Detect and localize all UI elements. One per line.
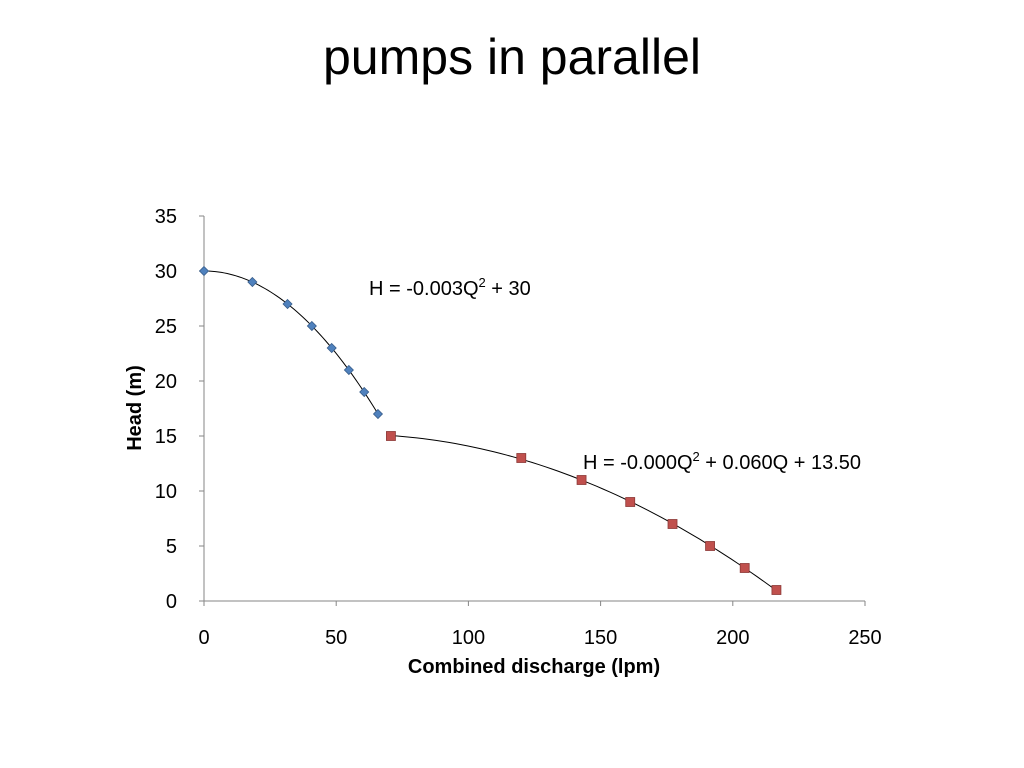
x-tick-label: 250: [848, 627, 881, 649]
equation-2-base: H = -0.000Q: [583, 452, 693, 474]
equation-annotation-1: H = -0.003Q2 + 30: [369, 275, 531, 300]
data-point-square: [576, 475, 587, 485]
x-tick-label: 150: [584, 627, 617, 649]
y-tick-label: 20: [155, 371, 177, 393]
data-point-square: [705, 541, 715, 551]
data-point-diamond: [306, 320, 317, 332]
labels: Combined discharge (lpm) Head (m) H = -0…: [124, 275, 861, 678]
y-tick-label: 30: [155, 261, 177, 283]
x-axis-title: Combined discharge (lpm): [408, 656, 660, 678]
data-point-square: [667, 519, 678, 529]
data-point-diamond: [359, 386, 370, 398]
x-tick-label: 50: [325, 627, 347, 649]
y-tick-label: 0: [166, 591, 177, 613]
data-point-square: [739, 563, 750, 573]
markers: [198, 265, 782, 595]
y-tick-label: 35: [155, 206, 177, 228]
slide-title: pumps in parallel: [323, 29, 701, 85]
equation-annotation-2: H = -0.000Q2 + 0.060Q + 13.50: [583, 449, 861, 474]
data-point-diamond: [198, 265, 210, 277]
equation-1-rest: + 30: [486, 278, 531, 300]
y-tick-label: 25: [155, 316, 177, 338]
data-point-diamond: [282, 298, 293, 310]
data-point-diamond: [343, 364, 354, 376]
data-point-diamond: [326, 342, 337, 354]
data-point-square: [625, 497, 636, 507]
data-point-square: [771, 585, 782, 595]
trendlines: [203, 270, 777, 591]
y-tick-label: 5: [166, 536, 177, 558]
equation-2-superscript: 2: [693, 449, 700, 464]
data-point-square: [516, 453, 527, 463]
equation-2-rest: + 0.060Q + 13.50: [700, 452, 861, 474]
data-point-diamond: [372, 408, 384, 420]
x-tick-label: 100: [452, 627, 485, 649]
data-point-square: [386, 431, 396, 441]
x-tick-label: 200: [716, 627, 749, 649]
equation-1-base: H = -0.003Q: [369, 278, 479, 300]
y-tick-label: 10: [155, 481, 177, 503]
axes: 0 5 10 15 20 25 30 35 0 50 100 150 200 250: [155, 206, 882, 649]
equation-1-superscript: 2: [479, 275, 486, 290]
x-tick-label: 0: [198, 627, 209, 649]
trendline-1: [203, 270, 379, 415]
data-point-diamond: [247, 276, 258, 288]
y-tick-label: 15: [155, 426, 177, 448]
y-axis-title: Head (m): [124, 365, 146, 451]
